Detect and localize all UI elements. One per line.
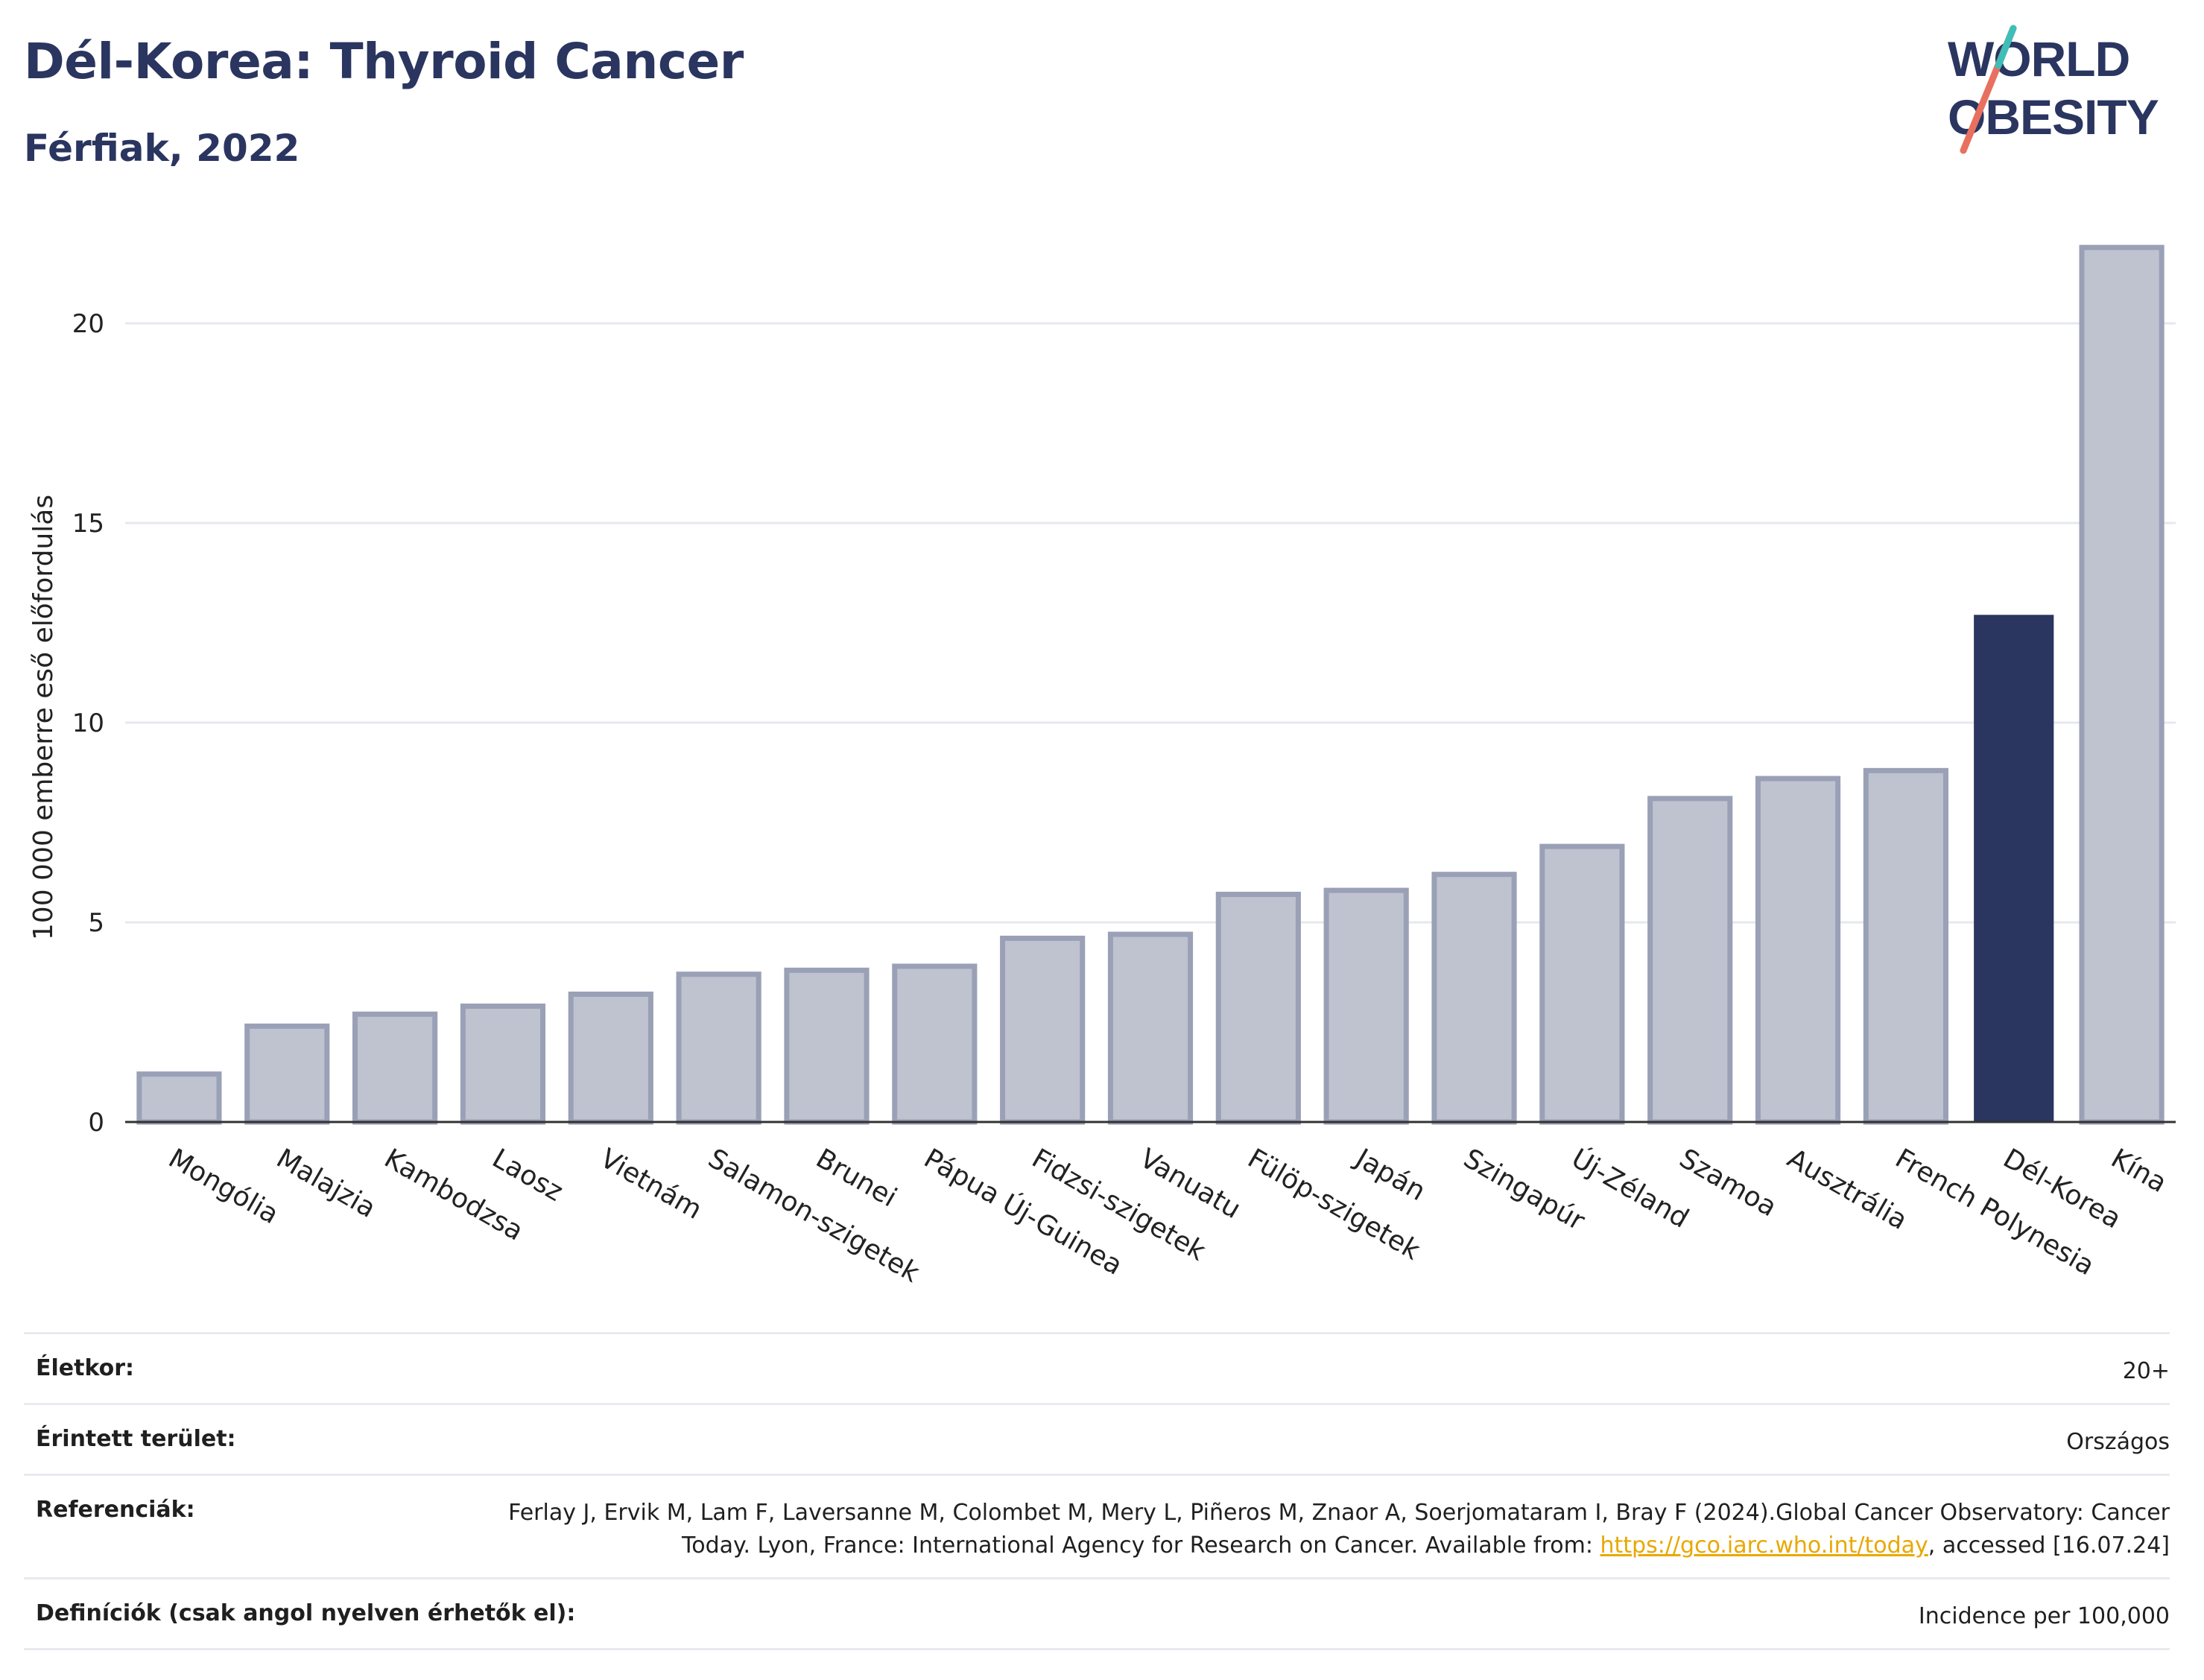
bar-új-zéland bbox=[1539, 843, 1625, 1125]
bar-szingapúr bbox=[1431, 872, 1517, 1125]
references-label: Referenciák: bbox=[36, 1497, 195, 1523]
bar-fülöp-szigetek bbox=[1215, 891, 1301, 1125]
info-row-references: Referenciák: Ferlay J, Ervik M, Lam F, L… bbox=[24, 1474, 2170, 1577]
info-row-area: Érintett terület: Országos bbox=[24, 1403, 2170, 1474]
info-row-definitions: Definíciók (csak angol nyelven érhetők e… bbox=[24, 1577, 2170, 1650]
bar-malajzia bbox=[244, 1023, 330, 1125]
bar-french-polynesia bbox=[1863, 767, 1948, 1125]
bar-laosz bbox=[460, 1004, 546, 1125]
y-tick-label: 15 bbox=[72, 509, 104, 539]
y-axis-label: 100 000 emberre eső előfordulás bbox=[28, 495, 59, 940]
references-value: Ferlay J, Ervik M, Lam F, Laversanne M, … bbox=[441, 1497, 2170, 1562]
bar-mongólia bbox=[136, 1071, 222, 1125]
bar-dél-korea bbox=[1974, 615, 2054, 1122]
info-table: Életkor: 20+ Érintett terület: Országos … bbox=[24, 1332, 2170, 1650]
x-tick-label: Vietnám bbox=[595, 1143, 706, 1226]
bar-vietnám bbox=[568, 991, 653, 1125]
chart-subtitle: Férfiak, 2022 bbox=[24, 127, 300, 170]
x-tick-label: Mongólia bbox=[163, 1143, 284, 1230]
bar-kína bbox=[2079, 244, 2165, 1125]
y-tick-label: 10 bbox=[72, 709, 104, 738]
bar-fidzsi-szigetek bbox=[1000, 935, 1086, 1125]
bar-salamon-szigetek bbox=[676, 971, 761, 1125]
y-tick-label: 5 bbox=[88, 908, 104, 938]
world-obesity-logo: WORLD OBESITY bbox=[1948, 25, 2159, 154]
x-tick-label: Japán bbox=[1349, 1142, 1431, 1207]
x-tick-label: Pápua Új-Guinea bbox=[919, 1143, 1128, 1281]
age-label: Életkor: bbox=[36, 1355, 135, 1381]
y-axis-ticks: 0 5 10 15 20 bbox=[72, 309, 104, 1138]
bar-brunei bbox=[784, 967, 870, 1125]
bar-pápua-új-guinea bbox=[892, 963, 978, 1125]
bar-vanuatu bbox=[1107, 931, 1194, 1125]
y-tick-label: 20 bbox=[72, 309, 104, 339]
area-value: Országos bbox=[2066, 1429, 2170, 1455]
chart-title: Dél-Korea: Thyroid Cancer bbox=[24, 33, 744, 90]
x-tick-label: Új-Zéland bbox=[1566, 1143, 1694, 1234]
info-row-age: Életkor: 20+ bbox=[24, 1332, 2170, 1403]
reference-link[interactable]: https://gco.iarc.who.int/today bbox=[1600, 1532, 1928, 1559]
reference-accessed: , accessed [16.07.24] bbox=[1928, 1532, 2170, 1559]
x-tick-label: Malajzia bbox=[271, 1143, 381, 1224]
svg-text:WORLD: WORLD bbox=[1948, 31, 2129, 86]
bar-szamoa bbox=[1647, 796, 1733, 1125]
y-tick-label: 0 bbox=[88, 1108, 104, 1138]
x-tick-label: Ausztrália bbox=[1782, 1143, 1913, 1236]
bar-japán bbox=[1323, 887, 1409, 1125]
x-tick-label: Laosz bbox=[487, 1143, 569, 1207]
x-tick-label: French Polynesia bbox=[1890, 1143, 2100, 1281]
definitions-value: Incidence per 100,000 bbox=[1918, 1603, 2170, 1629]
x-tick-label: Szingapúr bbox=[1458, 1143, 1590, 1237]
area-label: Érintett terület: bbox=[36, 1426, 236, 1452]
age-value: 20+ bbox=[2122, 1358, 2170, 1384]
x-tick-label: Brunei bbox=[811, 1143, 902, 1213]
reference-text: Ferlay J, Ervik M, Lam F, Laversanne M, … bbox=[508, 1500, 2170, 1559]
bar-ausztrália bbox=[1755, 776, 1841, 1125]
bars bbox=[136, 244, 2165, 1125]
x-tick-label: Kína bbox=[2106, 1143, 2171, 1199]
bar-kambodzsa bbox=[352, 1011, 438, 1125]
definitions-label: Definíciók (csak angol nyelven érhetők e… bbox=[36, 1600, 576, 1626]
